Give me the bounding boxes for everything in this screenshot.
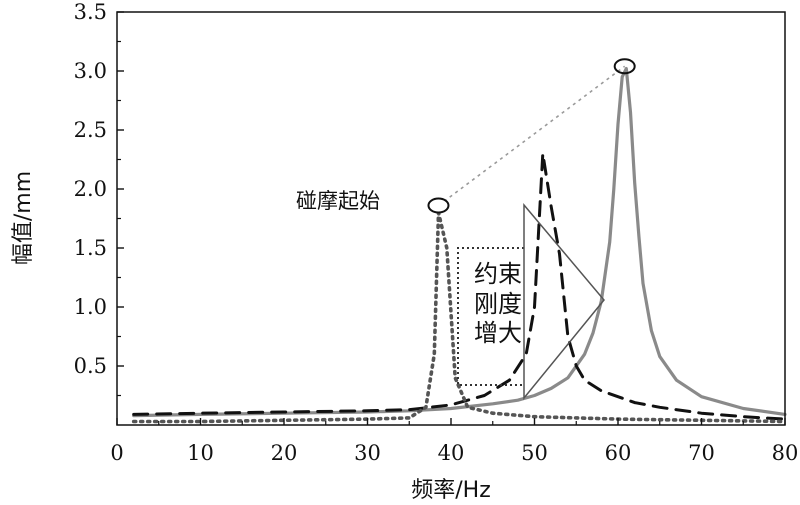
stiffness-arrow-head xyxy=(523,202,605,401)
arrow-text-line-3: 增大 xyxy=(474,319,522,347)
arrow-text-line-2: 刚度 xyxy=(474,290,522,318)
x-tick-label: 30 xyxy=(354,441,381,465)
series-dotted-line xyxy=(131,210,787,424)
y-tick-label: 3.5 xyxy=(74,0,107,24)
x-tick-label: 40 xyxy=(438,441,465,465)
x-tick-label: 60 xyxy=(605,441,632,465)
y-tick-label: 1.0 xyxy=(74,295,107,319)
x-tick-labels: 0 10 20 30 40 50 60 70 80 xyxy=(110,441,798,465)
y-tick-label: 0.5 xyxy=(74,354,107,378)
x-axis-title: 频率/Hz xyxy=(411,478,491,503)
y-tick-label: 2.0 xyxy=(74,177,107,201)
x-tick-label: 10 xyxy=(187,441,214,465)
curve-layer xyxy=(131,67,787,424)
stiffness-arrow xyxy=(457,202,605,401)
arrow-text-line-1: 约束 xyxy=(474,260,522,288)
collision-start-label: 碰摩起始 xyxy=(296,189,380,213)
y-tick-label: 2.5 xyxy=(74,118,107,142)
x-tick-label: 50 xyxy=(521,441,548,465)
plot-frame xyxy=(116,11,786,426)
x-tick-label: 20 xyxy=(271,441,298,465)
x-tick-label: 0 xyxy=(110,441,123,465)
y-tick-labels: 0.5 1.0 1.5 2.0 2.5 3.0 3.5 xyxy=(74,0,107,378)
x-tick-label: 70 xyxy=(688,441,715,465)
y-tick-label: 3.0 xyxy=(74,59,107,83)
series-dashed-line xyxy=(132,152,787,421)
tick-layer xyxy=(116,11,786,425)
series-solid-line xyxy=(132,67,787,418)
y-axis-title: 幅值/mm xyxy=(11,171,36,265)
x-tick-label: 80 xyxy=(772,441,799,465)
stiffness-arrow-shaft xyxy=(457,247,524,386)
peak-connector-line xyxy=(437,65,626,207)
y-tick-label: 1.5 xyxy=(74,236,107,260)
collision-start-marker xyxy=(427,197,450,214)
resonance-peak-marker xyxy=(613,58,636,75)
